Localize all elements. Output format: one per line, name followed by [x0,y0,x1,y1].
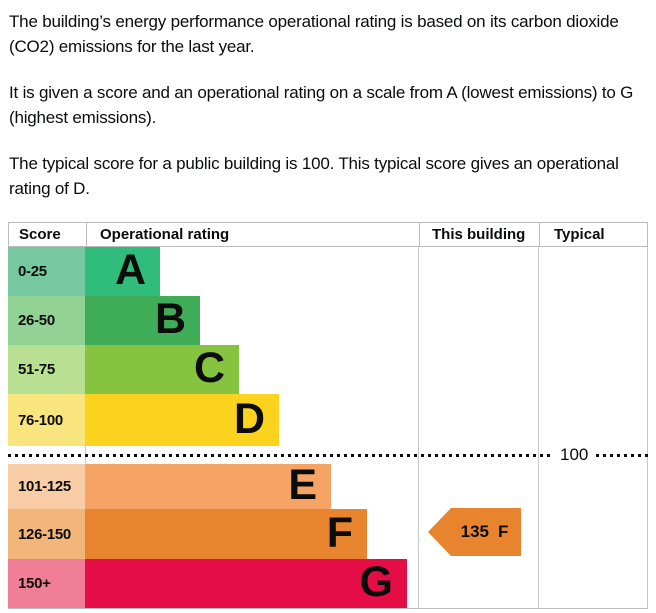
score-range-c: 51-75 [8,345,85,394]
this-building-score: 135 [460,522,489,541]
typical-score-line [8,454,648,457]
table-right-border [647,247,648,608]
rating-band-e: E [85,464,331,509]
chart-body: 0-25 A 26-50 B 51-75 C 76-100 D [8,247,648,609]
rating-row-g: 150+ G [8,559,648,608]
score-range-b: 26-50 [8,296,85,345]
column-divider-this-building [418,247,419,608]
rating-row-c: 51-75 C [8,345,648,394]
chart-header-row: Score Operational rating This building T… [8,222,648,247]
header-score: Score [19,226,61,243]
operational-rating-chart: Score Operational rating This building T… [8,222,648,609]
header-typical: Typical [539,223,647,246]
rating-letter-g: G [359,558,393,606]
rating-row-e: 101-125 E [8,464,648,509]
intro-paragraph-3: The typical score for a public building … [9,154,619,198]
rating-band-f: F [85,509,367,559]
intro-paragraph-1: The building’s energy performance operat… [9,12,619,56]
rating-band-c: C [85,345,239,394]
rating-band-b: B [85,296,200,345]
score-range-f: 126-150 [8,509,85,559]
rating-letter-f: F [326,508,353,557]
score-range-g: 150+ [8,559,85,608]
header-operational-rating: Operational rating [86,223,419,246]
rating-letter-a: A [114,246,146,294]
score-range-d: 76-100 [8,394,85,446]
rating-row-a: 0-25 A [8,247,648,296]
rating-row-b: 26-50 B [8,296,648,345]
rating-row-f: 126-150 F [8,509,648,559]
score-range-a: 0-25 [8,247,85,296]
this-building-rating: F [497,522,509,541]
rating-row-d: 76-100 D [8,394,648,446]
rating-band-a: A [85,247,160,296]
rating-band-d: D [85,394,279,446]
intro-text: The building’s energy performance operat… [0,0,656,201]
this-building-arrow: 135 F [428,508,521,556]
rating-letter-b: B [154,295,186,343]
typical-score-row: 100 [8,445,648,465]
rating-letter-d: D [233,394,265,443]
rating-band-g: G [85,559,407,608]
column-divider-typical [538,247,539,608]
intro-paragraph-2: It is given a score and an operational r… [9,83,634,127]
rating-letter-c: C [193,344,225,392]
score-range-e: 101-125 [8,464,85,509]
header-this-building: This building [419,223,539,246]
typical-score-value: 100 [554,445,595,465]
rating-letter-e: E [288,461,317,509]
